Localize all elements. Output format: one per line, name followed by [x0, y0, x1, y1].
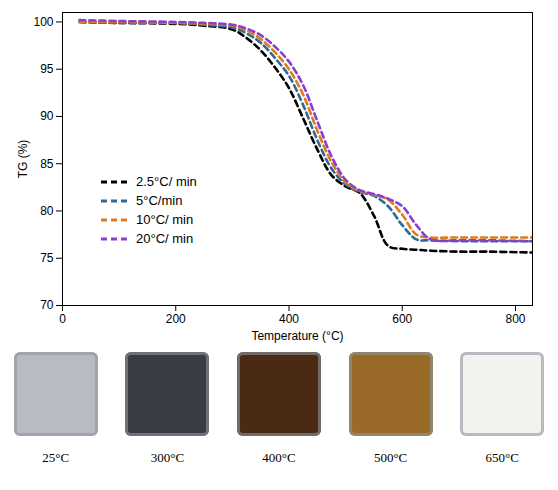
html-text:20°C/ min: 20°C/ min — [136, 231, 194, 246]
html-text:300°C: 300°C — [150, 450, 185, 465]
html-text:2.5°C/ min: 2.5°C/ min — [136, 174, 197, 189]
svg-text:200: 200 — [166, 312, 186, 326]
html-text:10°C/ min: 10°C/ min — [136, 212, 194, 227]
svg-text:800: 800 — [505, 312, 525, 326]
svg-text:80: 80 — [40, 204, 54, 218]
html-text:400°C: 400°C — [262, 450, 296, 465]
svg-text:95: 95 — [40, 62, 54, 76]
html-text:25°C: 25°C — [42, 450, 70, 465]
svg-text:400: 400 — [279, 312, 299, 326]
svg-text:75: 75 — [40, 251, 54, 265]
svg-text:Temperature (°C): Temperature (°C) — [251, 329, 343, 343]
svg-text:0: 0 — [59, 312, 66, 326]
svg-text:TG (%): TG (%) — [16, 140, 30, 179]
svg-text:90: 90 — [40, 109, 54, 123]
svg-text:600: 600 — [392, 312, 412, 326]
svg-text:85: 85 — [40, 157, 54, 171]
svg-text:100: 100 — [33, 15, 53, 29]
html-text:5°C/min: 5°C/min — [136, 193, 183, 208]
html-text:500°C: 500°C — [373, 450, 408, 465]
svg-text:70: 70 — [40, 298, 54, 312]
html-text:650°C: 650°C — [485, 450, 519, 465]
